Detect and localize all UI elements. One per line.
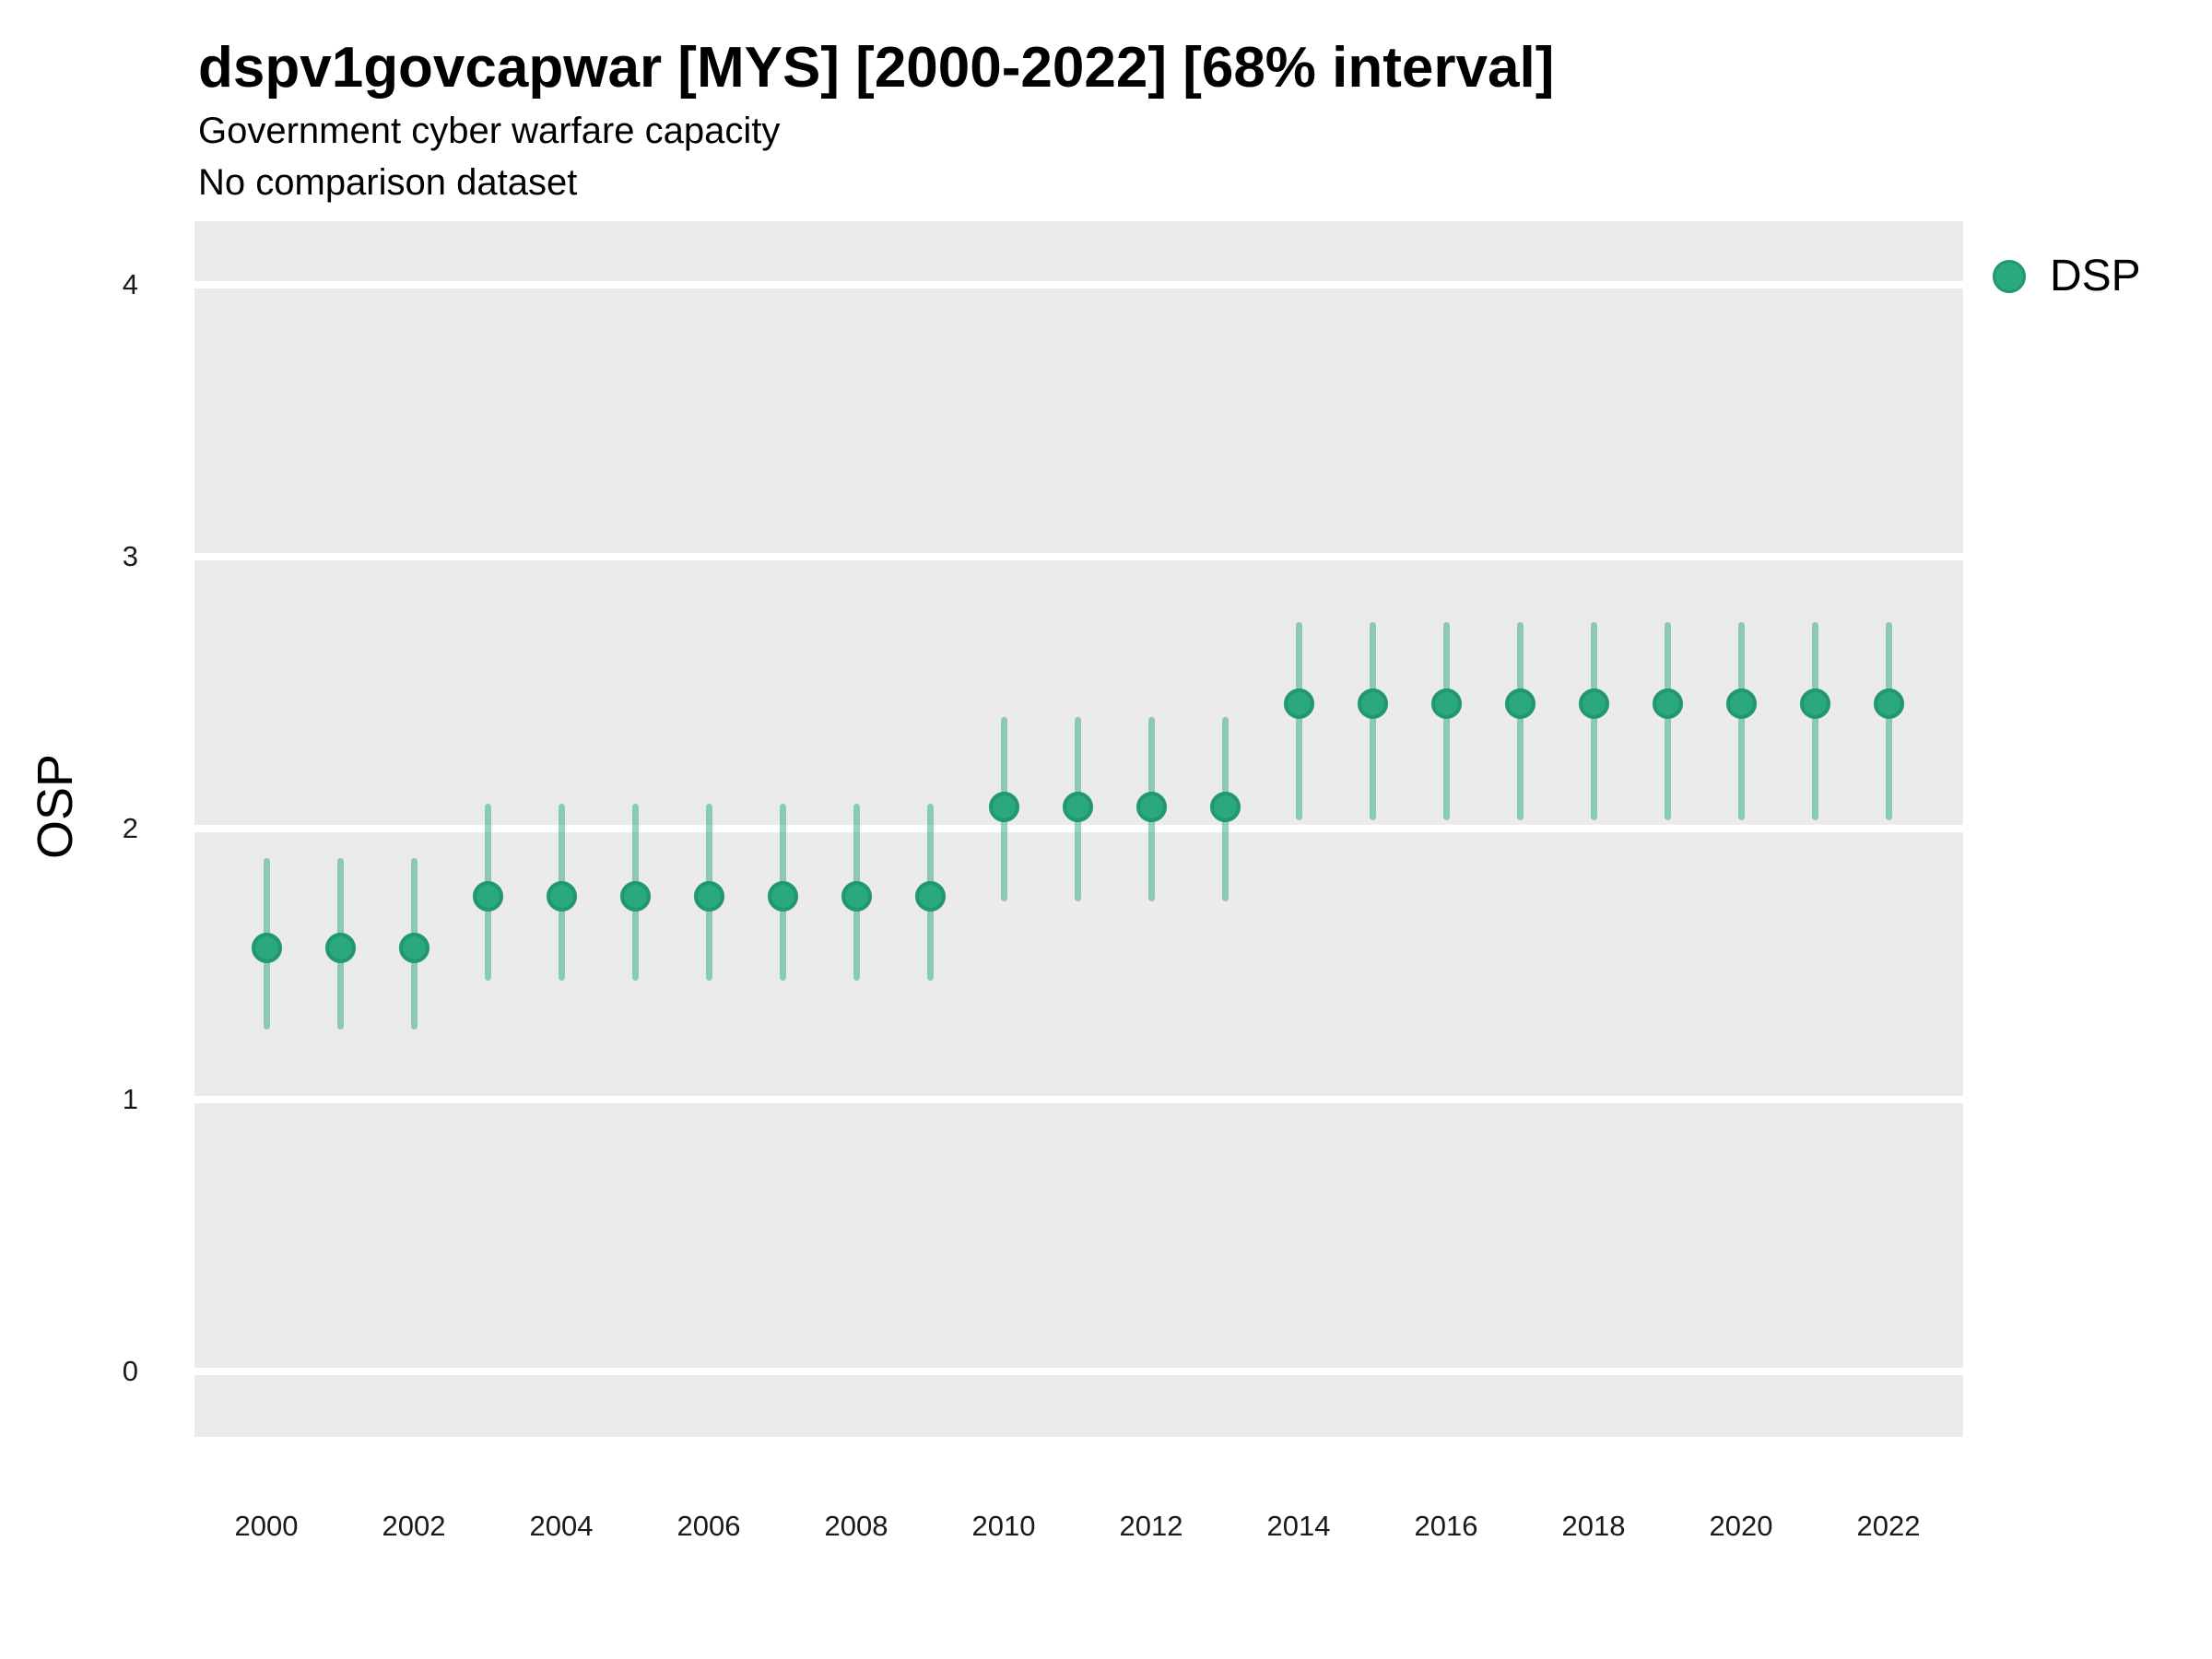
point-2012 xyxy=(1135,791,1167,822)
legend-dsp-label: DSP xyxy=(2050,252,2141,300)
interval-2018 xyxy=(1590,621,1597,820)
gridline-y-3 xyxy=(194,552,1963,560)
point-2019 xyxy=(1652,688,1683,719)
chart-title: dspv1govcapwar [MYS] [2000-2022] [68% in… xyxy=(198,36,1555,100)
x-tick-label-2016: 2016 xyxy=(1414,1510,1478,1542)
legend-dsp-swatch-icon xyxy=(1993,259,2026,293)
x-tick-label-2018: 2018 xyxy=(1561,1510,1626,1542)
y-tick-label-1: 1 xyxy=(122,1083,138,1116)
point-2011 xyxy=(1062,791,1093,822)
point-2013 xyxy=(1209,791,1241,822)
interval-2015 xyxy=(1369,621,1376,820)
x-tick-label-2000: 2000 xyxy=(234,1510,299,1542)
x-tick-label-2008: 2008 xyxy=(824,1510,888,1542)
point-2014 xyxy=(1283,688,1314,719)
point-2009 xyxy=(914,880,946,912)
point-2001 xyxy=(324,932,356,963)
x-tick-label-2020: 2020 xyxy=(1709,1510,1773,1542)
point-2016 xyxy=(1430,688,1462,719)
y-tick-label-2: 2 xyxy=(122,811,138,844)
x-tick-label-2022: 2022 xyxy=(1856,1510,1921,1542)
point-2004 xyxy=(546,880,577,912)
gridline-y-4 xyxy=(194,281,1963,289)
y-tick-label-3: 3 xyxy=(122,539,138,572)
point-2021 xyxy=(1799,688,1830,719)
gridline-y-1 xyxy=(194,1096,1963,1104)
x-tick-label-2010: 2010 xyxy=(971,1510,1036,1542)
point-2015 xyxy=(1357,688,1388,719)
point-2020 xyxy=(1725,688,1757,719)
y-tick-label-4: 4 xyxy=(122,268,138,301)
point-2000 xyxy=(251,932,282,963)
point-2010 xyxy=(988,791,1019,822)
point-2018 xyxy=(1578,688,1609,719)
point-2008 xyxy=(841,880,872,912)
interval-2021 xyxy=(1811,621,1818,820)
y-tick-label-0: 0 xyxy=(122,1355,138,1387)
interval-2019 xyxy=(1664,621,1671,820)
gridline-y-0 xyxy=(194,1368,1963,1375)
interval-2020 xyxy=(1737,621,1745,820)
point-2022 xyxy=(1873,688,1904,719)
x-tick-label-2006: 2006 xyxy=(677,1510,741,1542)
x-tick-label-2002: 2002 xyxy=(382,1510,446,1542)
point-2005 xyxy=(619,880,651,912)
x-tick-label-2012: 2012 xyxy=(1119,1510,1183,1542)
chart-subtitle: Government cyber warfare capacity xyxy=(198,111,781,151)
chart-subtitle-line2: No comparison dataset xyxy=(198,162,578,203)
interval-2017 xyxy=(1516,621,1524,820)
interval-2022 xyxy=(1885,621,1892,820)
point-2002 xyxy=(398,932,429,963)
x-tick-label-2014: 2014 xyxy=(1266,1510,1331,1542)
interval-2016 xyxy=(1442,621,1450,820)
x-tick-label-2004: 2004 xyxy=(529,1510,594,1542)
point-2007 xyxy=(767,880,798,912)
point-2006 xyxy=(693,880,724,912)
legend: DSP xyxy=(1993,251,2141,301)
point-2017 xyxy=(1504,688,1535,719)
interval-2014 xyxy=(1295,621,1302,820)
point-2003 xyxy=(472,880,503,912)
